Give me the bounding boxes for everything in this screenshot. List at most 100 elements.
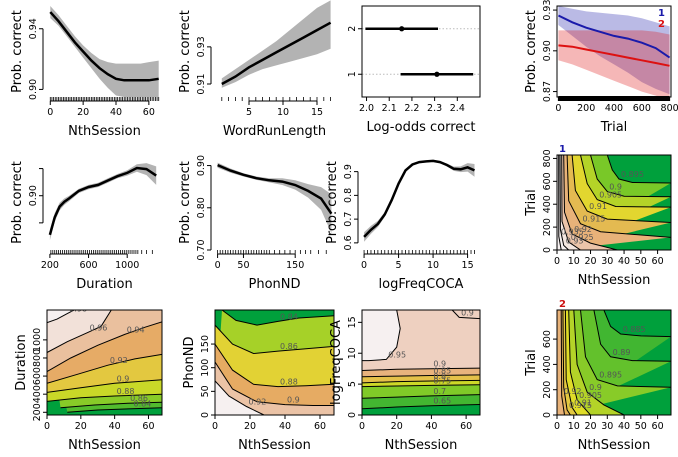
contour-label: 0.905 (579, 391, 602, 400)
contour-line (221, 310, 334, 326)
x-tick-label: 5 (246, 107, 252, 118)
x-tick-label: 20 (244, 421, 256, 432)
contour-line (362, 367, 480, 371)
y-tick-label: 150 (200, 335, 211, 353)
contour-line (362, 384, 480, 388)
plot-frame (361, 309, 481, 416)
x-tick-label: 60 (652, 421, 664, 432)
x-tick-label: 30 (601, 421, 613, 432)
contour-label: 0.65 (433, 397, 451, 406)
x-tick-label: 5 (396, 260, 402, 271)
y-tick-label: 0.9 (343, 164, 354, 179)
x-tick-label: 2.1 (382, 103, 397, 114)
y-tick-label: 0 (542, 247, 553, 253)
y-tick-label: 400 (542, 195, 553, 213)
series-line-fit (221, 21, 332, 86)
panel-p7: 0 5 10 15 0.6 0.7 0.8 0.9 logFreqCOCA Prob. corre… (325, 159, 476, 292)
contour-line (566, 155, 671, 238)
x-tick-label: 10 (427, 260, 439, 271)
contour-label: 0.7 (433, 387, 446, 396)
y-axis-label: Duration (14, 334, 29, 390)
x-tick-label: 60 (142, 421, 154, 432)
heat-region (557, 155, 671, 250)
heat-region (215, 380, 334, 415)
y-axis-label: Prob. correct (178, 161, 193, 244)
x-tick-label: 0 (215, 260, 221, 271)
contour-label: 0.98 (69, 305, 87, 314)
contour-label: 0.86 (280, 342, 298, 351)
contour-line (60, 401, 162, 409)
confidence-band (49, 163, 157, 241)
contour-line (362, 404, 480, 410)
series-line-fit (363, 159, 476, 238)
contour-label: 0.93 (566, 236, 584, 245)
x-tick-label: 20 (584, 256, 596, 267)
y-tick-label: 0 (200, 412, 211, 418)
x-tick-label: 60 (143, 107, 155, 118)
panel-title: 1 (559, 144, 566, 155)
x-axis-label: WordRunLength (223, 124, 326, 139)
contour-label: 0.88 (117, 387, 135, 396)
x-axis-label: NthSession (68, 124, 141, 139)
contour-label: 0.885 (623, 325, 646, 334)
contour-label: 0.84 (280, 312, 298, 321)
contour-label: 0.92 (110, 356, 128, 365)
x-tick-label: 0 (44, 421, 50, 432)
y-axis-label: Prob. correct (178, 10, 193, 93)
x-tick-label: 20 (77, 107, 89, 118)
contour-line (580, 310, 671, 388)
x-tick-label: 200 (577, 103, 595, 114)
contour-line (561, 155, 581, 250)
heat-region (557, 310, 565, 415)
contour-line (362, 379, 480, 384)
plot-frame (46, 309, 163, 416)
x-tick-label: 40 (425, 421, 437, 432)
y-tick-label: 600 (542, 330, 553, 348)
x-tick-label: 2.3 (427, 103, 442, 114)
contour-line (215, 361, 334, 406)
x-tick-label: 40 (279, 421, 291, 432)
legend-entry: 1 (658, 8, 665, 19)
y-tick-label: 0.91 (196, 73, 207, 94)
plot-frame (556, 154, 672, 251)
x-tick-label: 2.0 (359, 103, 374, 114)
contour-label: 0.895 (599, 371, 622, 380)
x-tick-label: 60 (314, 421, 326, 432)
x-tick-label: 0 (554, 256, 560, 267)
heat-fill: 0.84 0.86 0.88 0.9 0.92 (215, 310, 334, 415)
contour-line (362, 310, 401, 362)
y-tick-label: 0.7 (343, 212, 354, 227)
contour-line (603, 310, 671, 338)
x-tick-label: 50 (237, 260, 249, 271)
confidence-band (221, 0, 331, 88)
x-tick-label: 60 (652, 256, 664, 267)
contour-line (573, 310, 625, 415)
heat-fill: 0.90.950.90.850.80.750.70.65 (362, 310, 480, 415)
contour-line (67, 407, 162, 413)
heat-region (47, 310, 162, 353)
contour-label: 0.915 (569, 401, 592, 410)
panel-title: 2 (559, 299, 566, 310)
plot-frame (556, 309, 672, 416)
contour-line (558, 155, 562, 250)
y-axis-label: Prob. correct (10, 10, 25, 93)
x-tick-label: 50 (635, 256, 647, 267)
y-axis-label: Prob. correct (10, 161, 25, 244)
x-tick-label: 60 (460, 421, 472, 432)
series-line-fit (217, 163, 333, 215)
panel-p11: 0.90.950.90.850.80.750.70.650 20 40 6005101… (329, 309, 481, 453)
contour-label: 0.92 (249, 397, 267, 406)
contour-line (215, 343, 334, 388)
contour-label: 0.94 (127, 325, 145, 334)
y-tick-label: 0.90 (28, 79, 39, 100)
x-tick-label: 20 (584, 421, 596, 432)
x-tick-label: 40 (618, 421, 630, 432)
contour-label: 0.915 (582, 215, 605, 224)
x-tick-label: 50 (635, 421, 647, 432)
contour-label: 0.86 (130, 394, 148, 403)
x-axis-label: logFreqCOCA (379, 277, 464, 292)
x-tick-label: 800 (661, 103, 678, 114)
